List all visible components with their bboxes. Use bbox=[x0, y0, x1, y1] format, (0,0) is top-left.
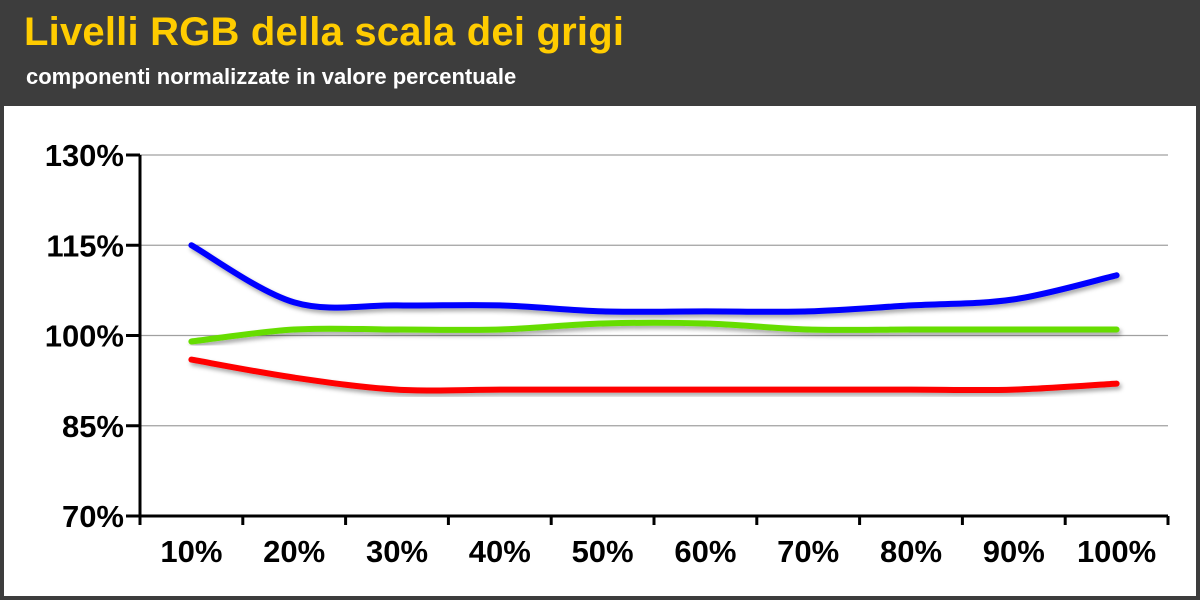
x-tick-label: 30% bbox=[366, 534, 428, 569]
x-tick-label: 60% bbox=[674, 534, 736, 569]
chart-subtitle: componenti normalizzate in valore percen… bbox=[26, 64, 517, 89]
plot-panel bbox=[4, 106, 1196, 596]
chart-header: Livelli RGB della scala dei grigi compon… bbox=[0, 0, 1200, 106]
x-tick-label: 50% bbox=[572, 534, 634, 569]
x-tick-label: 10% bbox=[160, 534, 222, 569]
series-line-red bbox=[188, 356, 1120, 394]
series-line-blue bbox=[188, 242, 1120, 315]
x-tick-label: 90% bbox=[983, 534, 1045, 569]
x-tick-label: 80% bbox=[880, 534, 942, 569]
y-tick-label: 100% bbox=[45, 319, 124, 354]
x-tick-label: 20% bbox=[263, 534, 325, 569]
y-tick-label: 130% bbox=[45, 138, 124, 173]
x-tick-label: 70% bbox=[777, 534, 839, 569]
y-tick-label: 85% bbox=[62, 409, 124, 444]
series-line-green bbox=[188, 319, 1120, 345]
x-tick-label: 100% bbox=[1077, 534, 1156, 569]
chart-title: Livelli RGB della scala dei grigi bbox=[24, 10, 625, 54]
x-tick-label: 40% bbox=[469, 534, 531, 569]
y-tick-label: 115% bbox=[46, 228, 124, 263]
y-tick-label: 70% bbox=[62, 499, 124, 534]
